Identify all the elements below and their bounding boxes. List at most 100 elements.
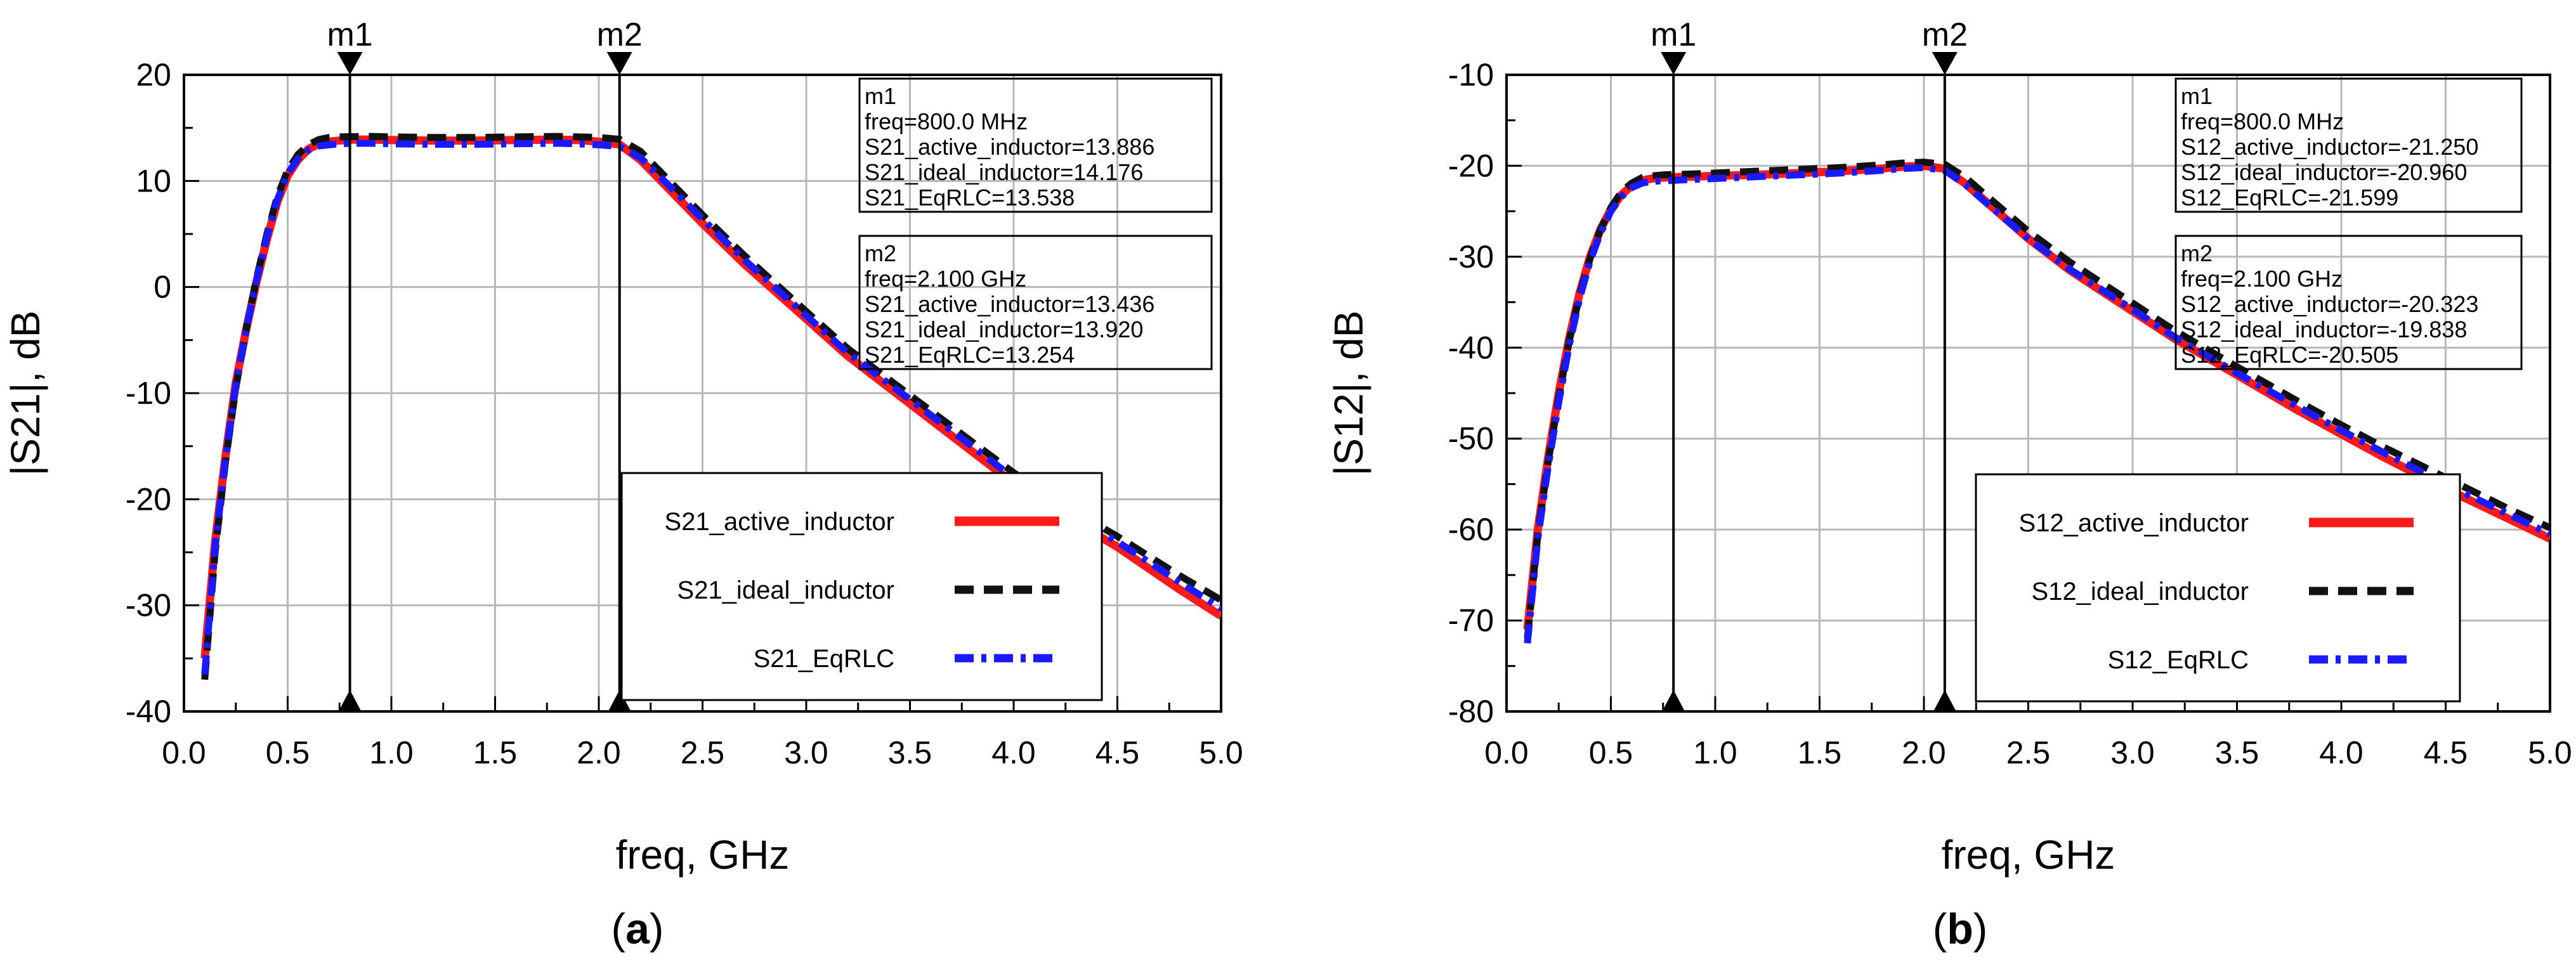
chart-a-y-tick-label: -20 (126, 481, 171, 517)
chart-b-marker-box-1-line: m1 (2181, 83, 2213, 109)
chart-b-y-tick-label: -40 (1448, 330, 1494, 365)
chart-b-x-axis-label: freq, GHz (1942, 832, 2115, 878)
chart-a-marker-arrow-top-m1 (337, 52, 363, 75)
chart-b-marker-box-2-line: freq=2.100 GHz (2181, 266, 2343, 292)
chart-a-legend-label-1: S21_ideal_inductor (677, 576, 894, 604)
chart-a-marker-box-1-line: m1 (865, 83, 896, 109)
chart-a-panel-label-close: ) (650, 905, 664, 953)
chart-b-x-tick-label: 4.0 (2319, 735, 2364, 770)
chart-a-marker-box-2-line: freq=2.100 GHz (865, 266, 1026, 292)
chart-b-y-tick-label: -80 (1448, 694, 1494, 729)
chart-b-y-tick-label: -70 (1448, 603, 1494, 639)
chart-b-x-tick-label: 5.0 (2528, 735, 2572, 770)
chart-b-y-axis-label: |S12|, dB (1326, 311, 1371, 476)
chart-a-y-tick-label: 0 (154, 269, 171, 305)
chart-a-plot-frame (183, 74, 1222, 713)
chart-b-marker-arrow-top-m1 (1661, 52, 1687, 75)
chart-b-marker-box-2-line: S12_active_inductor=-20.323 (2181, 291, 2478, 317)
chart-a-marker-box-1-line: freq=800.0 MHz (865, 108, 1028, 134)
chart-a-y-tick-label: -30 (126, 588, 171, 623)
chart-b-x-tick-label: 3.5 (2215, 735, 2259, 770)
chart-a-x-tick-label: 0.5 (266, 735, 310, 770)
chart-b-x-tick-label: 1.0 (1693, 735, 1737, 770)
chart-a-marker-arrow-bottom-m1 (338, 690, 362, 711)
chart-b-marker-box-2-line: S12_EqRLC=-20.505 (2181, 342, 2398, 368)
chart-a-y-axis-label: |S21|, dB (3, 311, 48, 476)
chart-a-y-tick-label: -40 (126, 694, 171, 729)
chart-a-x-tick-label: 1.5 (473, 735, 518, 770)
chart-a-marker-box-2-line: S21_ideal_inductor=13.920 (865, 316, 1143, 342)
chart-b-marker-arrow-bottom-m2 (1933, 690, 1956, 711)
chart-a-marker-box-1-line: S21_EqRLC=13.538 (865, 185, 1075, 211)
chart-a-marker-box-1 (858, 77, 1213, 213)
chart-b-panel-label-letter: b (1947, 905, 1973, 953)
chart-a-marker-box-2-line: S21_active_inductor=13.436 (865, 291, 1154, 317)
chart-a-marker-box-2-line: S21_EqRLC=13.254 (865, 342, 1075, 368)
chart-a-group: 0.0 0.5 1.0 1.5 2.0 2.5 3.0 3.5 4.0 4.5 5.0 -40 -30 -… (3, 16, 1243, 953)
chart-a-panel-label-open: ( (611, 905, 625, 953)
chart-b-y-tick-label: -30 (1448, 239, 1494, 275)
chart-b-x-tick-label: 0.5 (1589, 735, 1633, 770)
chart-a-legend-label-2: S21_EqRLC (754, 645, 894, 673)
chart-b-legend-label-0: S12_active_inductor (2019, 509, 2249, 537)
chart-b-panel-label-open: ( (1933, 905, 1947, 953)
chart-b-y-tick-label: -10 (1448, 57, 1494, 93)
chart-b-legend-label-1: S12_ideal_inductor (2032, 578, 2249, 606)
chart-a-x-tick-label: 3.5 (888, 735, 932, 770)
chart-a-panel-label: (a) (611, 905, 664, 953)
chart-b-series-group (1523, 159, 2550, 644)
chart-b-marker-box-1 (2174, 77, 2523, 213)
chart-b-x-tick-label: 0.0 (1484, 735, 1529, 770)
chart-a-x-tick-label: 5.0 (1199, 735, 1243, 770)
chart-a-x-tick-label: 2.5 (681, 735, 725, 770)
chart-a-x-tick-label: 3.0 (784, 735, 828, 770)
chart-a-series-group (200, 133, 1221, 680)
chart-a-marker-label-m2: m2 (597, 16, 643, 53)
chart-b-marker-box-1-line: S12_EqRLC=-21.599 (2181, 185, 2398, 211)
chart-a-y-tick-label: -10 (126, 375, 171, 411)
chart-a-x-tick-label: 4.5 (1095, 735, 1140, 770)
chart-b-legend-label-2: S12_EqRLC (2108, 646, 2249, 674)
chart-b-x-tick-label: 1.5 (1798, 735, 1842, 770)
chart-b-marker-box-2-line: m2 (2181, 240, 2213, 266)
chart-a-marker-box-1-line: S21_active_inductor=13.886 (865, 134, 1154, 160)
chart-b-x-tick-label: 2.0 (1902, 735, 1946, 770)
chart-b-marker-box-2 (2174, 235, 2523, 370)
chart-b-y-tick-label: -20 (1448, 148, 1494, 183)
chart-b-x-tick-label: 3.0 (2110, 735, 2155, 770)
chart-b-marker-box-1-line: S12_ideal_inductor=-20.960 (2181, 159, 2467, 185)
chart-a-marker-box-2 (858, 235, 1213, 370)
chart-b-marker-label-m2: m2 (1922, 16, 1968, 53)
chart-a-y-tick-label: 20 (136, 57, 171, 93)
chart-b-marker-arrow-top-m2 (1932, 52, 1958, 75)
chart-a-legend-label-0: S21_active_inductor (665, 508, 894, 536)
chart-b-marker-box-1-line: freq=800.0 MHz (2181, 108, 2344, 134)
chart-a-marker-label-m1: m1 (327, 16, 372, 53)
chart-a-x-tick-label: 1.0 (369, 735, 414, 770)
chart-a-marker-arrow-top-m2 (606, 52, 632, 75)
chart-a-marker-arrow-bottom-m2 (608, 690, 631, 711)
chart-b-group: 0.0 0.5 1.0 1.5 2.0 2.5 3.0 3.5 4.0 4.5 5.0 -80 -70 -… (1326, 16, 2572, 953)
chart-a-series-line-2 (201, 140, 1221, 675)
chart-b-marker-arrow-bottom-m1 (1662, 690, 1685, 711)
chart-b-x-tick-label: 4.5 (2424, 735, 2468, 770)
chart-b-marker-box-1-line: S12_active_inductor=-21.250 (2181, 134, 2478, 160)
chart-b-panel-label: (b) (1933, 905, 1988, 953)
chart-a-y-tick-label: 10 (136, 163, 171, 198)
chart-a-x-axis-label: freq, GHz (616, 832, 790, 878)
chart-b-marker-box-2-line: S12_ideal_inductor=-19.838 (2181, 316, 2467, 342)
chart-a-marker-box-1-line: S21_ideal_inductor=14.176 (865, 159, 1143, 185)
chart-b-series-line-1 (1524, 159, 2550, 639)
chart-a-panel-label-letter: a (625, 905, 650, 953)
chart-a-marker-box-2-line: m2 (865, 240, 896, 266)
chart-b-plot-frame (1505, 74, 2551, 713)
chart-a-x-tick-label: 4.0 (991, 735, 1036, 770)
chart-a-x-tick-label: 2.0 (577, 735, 621, 770)
chart-b-x-tick-label: 2.5 (2006, 735, 2051, 770)
chart-b-marker-label-m1: m1 (1651, 16, 1696, 53)
chart-b-y-tick-label: -50 (1448, 421, 1494, 457)
chart-a-x-tick-label: 0.0 (162, 735, 206, 770)
chart-b-y-tick-label: -60 (1448, 512, 1494, 547)
chart-b-series-line-2 (1524, 164, 2550, 644)
